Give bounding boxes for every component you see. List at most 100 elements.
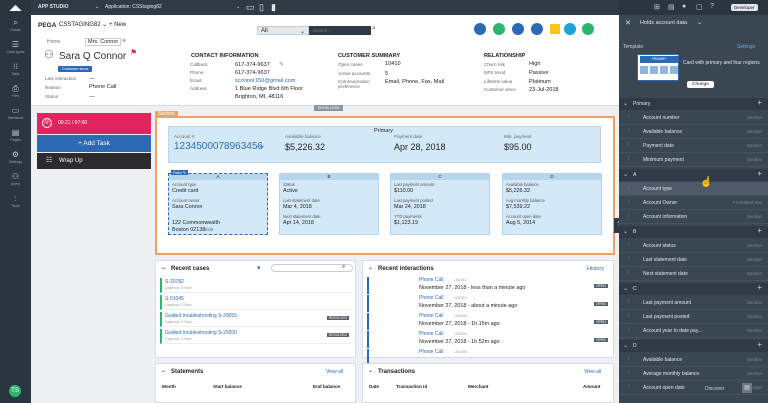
- change-button[interactable]: Change: [687, 81, 714, 88]
- phone-icon[interactable]: ▮: [271, 2, 276, 12]
- drag-handle-icon[interactable]: ⁞: [628, 299, 630, 305]
- drag-handle-icon[interactable]: ⁞: [628, 370, 630, 376]
- case-link[interactable]: Guided troubleshooting S-29200: [165, 330, 237, 336]
- field-row[interactable]: ⁞ Account year to date pay... Section: [619, 324, 768, 338]
- drag-handle-icon[interactable]: ⁞: [628, 356, 630, 362]
- chevron-down-icon[interactable]: ⌄: [368, 368, 374, 374]
- monitor-icon[interactable]: ▭: [246, 2, 255, 12]
- pega-logo[interactable]: ◢◣: [9, 3, 22, 12]
- drag-handle-icon[interactable]: ⁞: [628, 213, 630, 219]
- case-link[interactable]: S-20782: [165, 279, 184, 285]
- field-row[interactable]: ⁞ Last payment posted Section: [619, 310, 768, 324]
- region-d-card[interactable]: D Available balance $5,226.32 Avg monthly b…: [502, 173, 602, 235]
- field-row[interactable]: ⁞ Last payment amount Section: [619, 296, 768, 310]
- grid-icon[interactable]: ⊞: [654, 4, 660, 11]
- rail-item-cases[interactable]: ⌕ Cases: [0, 16, 31, 36]
- notes-icon[interactable]: [550, 24, 560, 34]
- search-scope[interactable]: All ⌄: [257, 26, 309, 35]
- network-icon[interactable]: [564, 23, 576, 35]
- drag-handle-icon[interactable]: ⁞: [628, 128, 630, 134]
- user-avatar[interactable]: TS: [9, 385, 21, 397]
- transactions-view-all[interactable]: View all: [584, 369, 602, 375]
- chevron-down-icon[interactable]: ⌄: [236, 4, 241, 10]
- add-icon[interactable]: +: [757, 226, 762, 235]
- chevron-down-icon[interactable]: ⌄: [623, 172, 629, 178]
- case-link[interactable]: Guided troubleshooting S-29055: [165, 313, 237, 319]
- chevron-down-icon[interactable]: ⌄: [102, 22, 108, 28]
- chevron-down-icon[interactable]: ⌄: [623, 101, 629, 107]
- profile-icon[interactable]: [582, 23, 594, 35]
- field-row[interactable]: ⁞ Available balance Section: [619, 125, 768, 139]
- field-row[interactable]: ⁞ Available balance Section: [619, 353, 768, 367]
- tablet-icon[interactable]: ▯: [259, 2, 264, 12]
- drag-handle-icon[interactable]: ⁞: [628, 313, 630, 319]
- region-group-a[interactable]: ⌄ A +: [619, 169, 768, 181]
- customer-tab[interactable]: Mrs. Connor: [85, 38, 122, 46]
- history-link[interactable]: History: [587, 266, 605, 272]
- field-row[interactable]: ⁞ Account open date Section: [619, 381, 768, 395]
- discover-icon[interactable]: ▤: [742, 383, 752, 393]
- rail-item-interfaces[interactable]: ▭ Interfaces: [0, 104, 31, 124]
- field-row[interactable]: ⁞ Average monthly balance Section: [619, 367, 768, 381]
- template-thumbnail[interactable]: PRIMARY: [637, 54, 679, 81]
- interaction-name[interactable]: Phone Call: [419, 277, 444, 283]
- rail-item-files[interactable]: ⎙ Files: [0, 82, 31, 102]
- interaction-name[interactable]: Phone Call: [419, 313, 444, 319]
- app-studio-label[interactable]: APP STUDIO: [38, 4, 69, 10]
- home-tab[interactable]: Home: [47, 39, 61, 45]
- filter-icon[interactable]: ▾: [257, 265, 261, 272]
- statements-view-all[interactable]: View all: [326, 369, 344, 375]
- close-icon[interactable]: ⊗: [122, 38, 127, 44]
- region-group-primary[interactable]: ⌄ Primary +: [619, 98, 768, 110]
- chevron-down-icon[interactable]: ⌄: [161, 265, 167, 271]
- chevron-down-icon[interactable]: ⌄: [623, 343, 629, 349]
- section-tag[interactable]: Section: [155, 111, 178, 117]
- drag-handle-icon[interactable]: ⁞: [628, 242, 630, 248]
- interaction-item[interactable]: Phone Call I-62311 November 27, 2018 - les…: [367, 277, 611, 294]
- search-icon[interactable]: ⌕: [372, 25, 376, 32]
- field-row[interactable]: ⁞ Account Owner Formatted text: [619, 196, 768, 210]
- chevron-down-icon[interactable]: ⌄: [623, 286, 629, 292]
- region-group-b[interactable]: ⌄ B +: [619, 226, 768, 238]
- chat-icon[interactable]: [493, 23, 505, 35]
- drag-handle-icon[interactable]: ⁞: [628, 384, 630, 390]
- field-badge[interactable]: Field ✎: [171, 170, 189, 175]
- rail-item-tools[interactable]: ⫶ Tools: [0, 192, 31, 212]
- edit-icon[interactable]: ✎: [279, 62, 285, 68]
- discover-label[interactable]: Discover: [705, 386, 725, 392]
- show-less-button[interactable]: SHOW LESS: [314, 105, 344, 111]
- field-row[interactable]: ⁞ Account number Section: [619, 111, 768, 125]
- interaction-item[interactable]: Phone Call I-62295: [367, 349, 611, 366]
- drag-handle-icon[interactable]: ⁞: [628, 114, 630, 120]
- interaction-name[interactable]: Phone Call: [419, 331, 444, 337]
- interaction-item[interactable]: Phone Call I-62304 November 27, 2018 - 1h …: [367, 331, 611, 348]
- rail-item-users[interactable]: ⚇ Users: [0, 170, 31, 190]
- developer-button[interactable]: Developer: [731, 4, 758, 11]
- case-link[interactable]: S-51045: [165, 296, 184, 302]
- call-timer[interactable]: ☏ 00:21 / 07:00: [37, 113, 151, 134]
- rail-item-case-types[interactable]: ☰ Case types: [0, 38, 31, 58]
- application-label[interactable]: Application: CSStaging82: [105, 4, 162, 10]
- flag-icon[interactable]: ⚑: [130, 48, 138, 57]
- field-row[interactable]: ⁞ Account status Section: [619, 239, 768, 253]
- region-a-card[interactable]: A Account type Credit card Account owner Sar…: [168, 173, 268, 235]
- region-b-card[interactable]: B Status Active Last statement date Mar 4, 2…: [279, 173, 379, 235]
- region-group-c[interactable]: ⌄ C +: [619, 283, 768, 295]
- rail-item-data[interactable]: ⁝⁝ Data: [0, 60, 31, 80]
- drag-handle-icon[interactable]: ⁞: [628, 327, 630, 333]
- edit-link[interactable]: Edit: [205, 227, 213, 232]
- help-icon[interactable]: ?: [710, 3, 714, 10]
- add-icon[interactable]: +: [757, 283, 762, 292]
- new-button[interactable]: + New: [109, 22, 127, 28]
- drag-handle-icon[interactable]: ⁞: [628, 142, 630, 148]
- chevron-down-icon[interactable]: ⌄: [368, 265, 374, 271]
- case-item[interactable]: S-51045 Urgency: 0 Due:: [160, 295, 353, 310]
- field-row[interactable]: ⁞ Last statement date Section: [619, 253, 768, 267]
- layers-icon[interactable]: ▤: [668, 4, 675, 11]
- chevron-down-icon[interactable]: ⌄: [95, 4, 100, 10]
- bulb-icon[interactable]: ●: [682, 3, 687, 10]
- chevron-down-icon[interactable]: ⌄: [258, 140, 266, 150]
- case-item[interactable]: Guided troubleshooting S-29055 Urgency: 0…: [160, 312, 353, 327]
- phone-icon[interactable]: [512, 23, 524, 35]
- add-icon[interactable]: +: [757, 169, 762, 178]
